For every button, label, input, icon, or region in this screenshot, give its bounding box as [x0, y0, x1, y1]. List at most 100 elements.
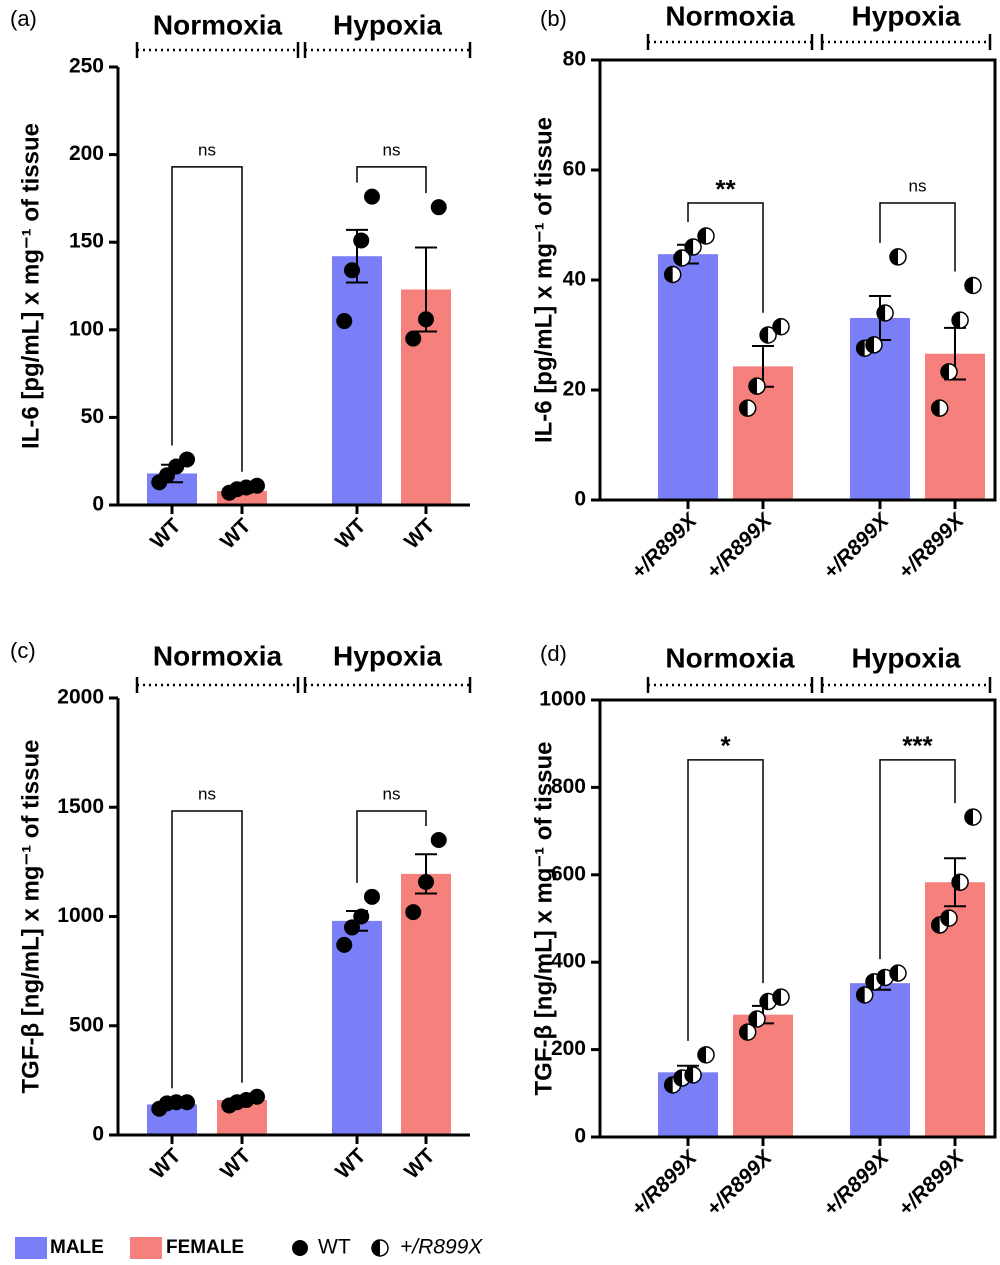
data-point	[405, 330, 422, 347]
data-point	[964, 276, 982, 295]
marker-half	[749, 378, 757, 395]
y-axis-label: IL-6 [pg/mL] x mg⁻¹ of tissue	[17, 123, 44, 449]
legend-label: WT	[318, 1236, 351, 1259]
y-tick-label: 40	[563, 268, 586, 291]
data-point	[855, 986, 874, 1004]
marker-face	[292, 1240, 308, 1256]
data-point	[249, 477, 265, 494]
group-label: Normoxia	[665, 642, 795, 673]
data-point	[940, 363, 958, 381]
x-tick-label: WT	[216, 1144, 255, 1183]
legend-marker	[371, 1239, 389, 1257]
data-point	[344, 262, 360, 279]
marker-half	[685, 1066, 694, 1083]
marker-half	[866, 973, 874, 990]
x-tick-label: +/R899X	[702, 1145, 778, 1221]
marker-half	[877, 305, 886, 321]
significance-label: ns	[198, 140, 216, 159]
y-tick-label: 0	[574, 488, 586, 511]
marker-face	[336, 313, 353, 330]
data-point	[759, 326, 777, 344]
group-label: Hypoxia	[333, 9, 442, 40]
data-point	[684, 238, 702, 256]
x-tick-label: +/R899X	[702, 508, 778, 584]
y-tick-label: 0	[92, 1123, 104, 1146]
marker-face	[364, 888, 380, 905]
plot-frame	[598, 698, 997, 1139]
x-tick-label: +/R899X	[627, 1145, 703, 1221]
x-tick-label: +/R899X	[627, 508, 703, 584]
data-point	[889, 248, 907, 266]
x-tick-label: WT	[146, 1144, 185, 1183]
marker-half	[952, 312, 961, 329]
marker-half	[890, 965, 898, 982]
y-tick-label: 150	[69, 230, 104, 253]
significance-label: ns	[383, 140, 401, 159]
y-tick-label: 800	[551, 775, 586, 798]
group-label: Normoxia	[153, 9, 283, 40]
marker-half	[760, 993, 769, 1010]
data-point	[876, 968, 894, 987]
marker-half	[931, 917, 940, 934]
x-tick-label: WT	[400, 514, 439, 553]
marker-face	[364, 188, 380, 205]
data-point	[772, 988, 790, 1006]
marker-face	[405, 904, 422, 921]
marker-half	[941, 363, 949, 380]
bar	[332, 256, 382, 505]
data-point	[697, 1046, 715, 1064]
data-point	[353, 908, 370, 925]
marker-half	[856, 340, 865, 357]
data-point	[748, 377, 766, 395]
x-tick-label: +/R899X	[819, 1145, 895, 1221]
marker-half	[773, 318, 781, 335]
y-tick-label: 2000	[57, 686, 104, 709]
data-point	[418, 873, 434, 890]
y-tick-label: 200	[551, 1037, 586, 1060]
marker-half	[749, 1011, 757, 1028]
y-axis-label: IL-6 [pg/mL] x mg⁻¹ of tissue	[530, 117, 557, 443]
marker-face	[430, 832, 447, 849]
marker-half	[674, 250, 682, 266]
marker-face	[249, 1088, 265, 1105]
group-label: Hypoxia	[852, 642, 961, 673]
marker-face	[179, 451, 195, 468]
marker-half	[856, 986, 865, 1003]
group-label: Hypoxia	[333, 640, 442, 671]
marker-half	[965, 809, 973, 826]
significance-label: ns	[383, 784, 401, 803]
marker-face	[344, 919, 360, 936]
data-point	[418, 311, 434, 328]
marker-face	[353, 232, 370, 249]
x-tick-label: WT	[216, 514, 255, 553]
data-point	[889, 964, 907, 982]
y-tick-label: 200	[69, 142, 104, 165]
significance-bracket	[687, 759, 764, 1041]
y-tick-label: 0	[574, 1125, 586, 1148]
significance-bracket	[171, 810, 243, 1089]
data-point	[353, 232, 370, 249]
marker-face	[344, 262, 360, 279]
significance-label: ns	[909, 176, 927, 195]
marker-face	[179, 1094, 195, 1111]
panel-label: (a)	[10, 6, 37, 31]
marker-half	[685, 239, 694, 255]
data-point	[430, 199, 447, 216]
marker-half	[760, 327, 769, 343]
data-point	[738, 399, 757, 417]
marker-half	[664, 1076, 673, 1093]
significance-label: **	[715, 174, 736, 204]
y-axis-label: TGF-β [ng/mL] x mg⁻¹ of tissue	[17, 740, 44, 1094]
y-tick-label: 20	[563, 378, 586, 401]
data-point	[336, 313, 353, 330]
y-tick-label: 1500	[57, 795, 104, 818]
marker-half	[674, 1070, 682, 1087]
y-tick-label: 250	[69, 55, 104, 78]
data-point	[951, 311, 969, 329]
marker-face	[353, 908, 370, 925]
data-point	[697, 227, 715, 245]
significance-label: *	[720, 731, 731, 761]
y-axis-label: TGF-β [ng/mL] x mg⁻¹ of tissue	[530, 742, 557, 1096]
significance-bracket	[356, 810, 427, 883]
data-point	[865, 336, 883, 354]
